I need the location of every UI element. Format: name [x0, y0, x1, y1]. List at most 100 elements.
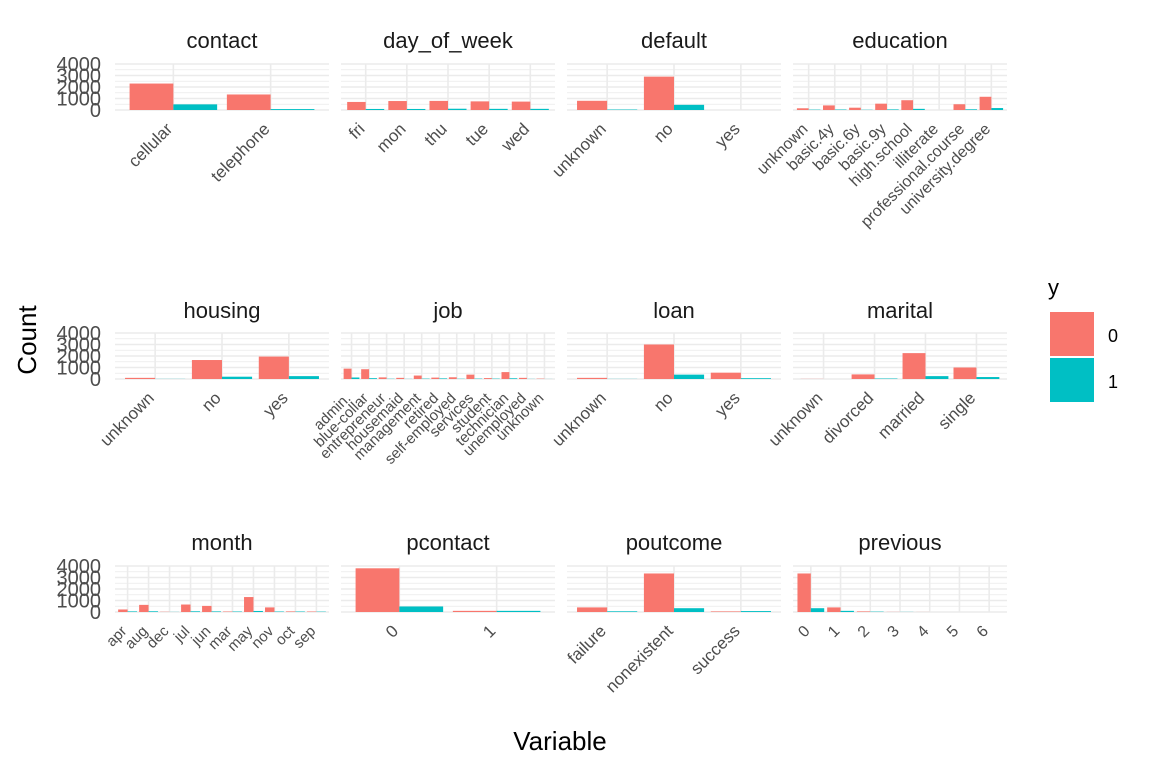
- bar-job-blue-collar-y0: [361, 369, 370, 379]
- x-tick-label: unknown: [96, 388, 158, 450]
- bar-day_of_week-fri-y0: [347, 101, 366, 110]
- x-tick-label: no: [198, 388, 225, 415]
- panel-title: loan: [653, 298, 695, 323]
- bar-day_of_week-thu-y0: [429, 100, 448, 110]
- bar-housing-unknown-y0: [125, 377, 156, 379]
- x-tick-label: sep: [290, 623, 319, 652]
- bar-education-university.degree-y1: [991, 108, 1004, 110]
- x-tick-label: divorced: [818, 388, 877, 447]
- bar-job-management-y0: [413, 375, 422, 379]
- bar-job-self-employed-y0: [448, 377, 457, 379]
- legend-key-1: [1050, 358, 1094, 402]
- y-tick-label: 0: [90, 100, 101, 122]
- bar-housing-no-y0: [191, 360, 222, 379]
- legend-title: y: [1048, 275, 1059, 300]
- x-tick-label: 0: [382, 621, 402, 641]
- bar-loan-unknown-y0: [577, 377, 608, 379]
- legend: y 0 1: [1048, 275, 1118, 402]
- bar-education-high.school-y1: [913, 108, 925, 110]
- bar-job-technician-y1: [509, 378, 518, 379]
- bar-job-retired-y1: [439, 378, 448, 379]
- panel-title: default: [641, 28, 707, 53]
- bar-job-entrepreneur-y0: [378, 377, 387, 379]
- bar-contact-telephone-y0: [226, 94, 271, 110]
- x-tick-label: success: [687, 621, 744, 678]
- bar-month-aug-y1: [148, 611, 159, 612]
- bar-month-jun-y1: [211, 611, 221, 612]
- bar-default-no-y0: [643, 76, 674, 110]
- bar-education-university.degree-y0: [979, 96, 992, 110]
- y-axis-title: Count: [12, 305, 42, 375]
- bar-month-may-y1: [253, 610, 263, 612]
- x-tick-label: unknown: [548, 119, 610, 181]
- y-tick-label: 2000: [57, 77, 102, 99]
- bar-month-nov-y0: [265, 607, 275, 612]
- bar-day_of_week-tue-y1: [489, 108, 508, 110]
- bar-marital-married-y1: [925, 376, 949, 379]
- y-tick-label: 0: [90, 602, 101, 624]
- panel-title: housing: [183, 298, 260, 323]
- x-tick-label: wed: [497, 119, 533, 155]
- bar-month-oct-y0: [285, 611, 296, 612]
- bar-day_of_week-thu-y1: [448, 108, 467, 110]
- x-tick-label: yes: [260, 388, 292, 420]
- y-tick-label: 2000: [57, 579, 102, 601]
- bar-housing-yes-y1: [288, 376, 319, 379]
- bar-day_of_week-tue-y0: [470, 101, 490, 110]
- bar-education-basic.4y-y0: [823, 105, 835, 110]
- bar-marital-single-y1: [976, 377, 1000, 379]
- x-tick-label: fri: [345, 119, 368, 142]
- bar-day_of_week-mon-y1: [406, 108, 426, 110]
- y-tick-label: 2000: [57, 346, 102, 368]
- x-axis-title: Variable: [513, 726, 606, 756]
- x-tick-label: telephone: [207, 119, 273, 185]
- bar-pcontact-0-y0: [355, 568, 400, 612]
- x-tick-label: yes: [712, 119, 744, 151]
- bar-month-jul-y1: [190, 611, 200, 612]
- bar-day_of_week-fri-y1: [365, 108, 385, 110]
- x-tick-label: 1: [825, 623, 843, 641]
- bar-month-apr-y1: [127, 611, 138, 612]
- bar-default-unknown-y0: [577, 100, 608, 110]
- bar-housing-no-y1: [222, 376, 253, 379]
- bar-contact-telephone-y1: [270, 109, 315, 110]
- bar-housing-yes-y0: [258, 356, 289, 379]
- bar-poutcome-nonexistent-y0: [643, 573, 674, 612]
- bar-month-apr-y0: [118, 609, 128, 612]
- panel-title: month: [191, 530, 252, 555]
- bar-previous-2-y0: [856, 611, 871, 612]
- bar-month-jul-y0: [181, 604, 191, 612]
- bar-loan-no-y0: [643, 344, 674, 379]
- x-tick-label: mon: [373, 119, 410, 156]
- bar-contact-cellular-y0: [129, 83, 174, 110]
- x-tick-label: failure: [564, 621, 610, 667]
- bar-marital-married-y0: [902, 353, 926, 379]
- y-tick-label: 4000: [57, 54, 102, 76]
- bar-month-may-y0: [244, 597, 254, 612]
- bar-day_of_week-mon-y0: [388, 101, 407, 110]
- panel-pcontact: pcontact 0 1: [341, 530, 555, 642]
- y-tick-label: 1000: [57, 358, 102, 380]
- bar-poutcome-nonexistent-y1: [674, 608, 705, 612]
- x-tick-label: nonexistent: [602, 621, 677, 696]
- x-tick-label: tue: [462, 119, 492, 149]
- x-tick-label: married: [874, 388, 928, 442]
- panel-education: educationunknownbasic.4ybasic.6ybasic.9y…: [754, 28, 1007, 231]
- bar-job-student-y0: [483, 378, 492, 379]
- bar-loan-yes-y0: [710, 372, 741, 379]
- y-tick-label: 3000: [57, 335, 102, 357]
- panel-previous: previous 0 1 2 3 4 5 6: [793, 530, 1007, 641]
- bar-job-blue-collar-y1: [369, 378, 377, 379]
- bar-education-unknown-y0: [796, 108, 809, 110]
- panel-title: marital: [867, 298, 933, 323]
- bar-education-basic.9y-y0: [875, 103, 887, 110]
- bar-pcontact-1-y0: [452, 610, 497, 612]
- x-tick-label: unknown: [765, 388, 827, 450]
- panel-title: poutcome: [626, 530, 723, 555]
- bar-previous-0-y1: [810, 608, 825, 612]
- bar-poutcome-failure-y0: [577, 607, 608, 612]
- y-tick-label: 0: [90, 369, 101, 391]
- bar-marital-divorced-y0: [851, 374, 875, 379]
